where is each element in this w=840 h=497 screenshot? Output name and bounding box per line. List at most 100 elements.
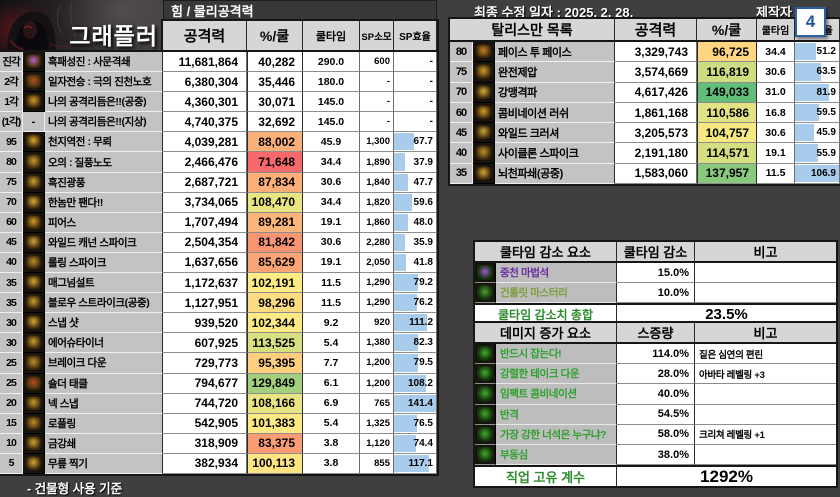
- skill-name-cell[interactable]: 숄더 태클: [45, 373, 163, 394]
- skill-name-cell[interactable]: 흑패성진 : 사문격쇄: [45, 52, 163, 73]
- percool-value-cell[interactable]: 108,470: [247, 192, 303, 213]
- skill-name-cell[interactable]: 나의 공격리듬은!!(지상): [45, 112, 163, 133]
- cooldown-value-cell[interactable]: 34.4: [303, 152, 360, 173]
- attack-value-cell[interactable]: 4,039,281: [163, 132, 247, 153]
- cooldown-value-cell[interactable]: 11.5: [303, 293, 360, 314]
- skill-level-cell[interactable]: 10: [0, 433, 23, 454]
- skill-icon[interactable]: [473, 163, 495, 185]
- header-percool[interactable]: %/쿨: [697, 19, 757, 42]
- factor-name-cell[interactable]: 중천 마법석: [496, 263, 617, 284]
- factor-note-cell[interactable]: [695, 283, 836, 304]
- factor-value-cell[interactable]: 28.0%: [617, 364, 695, 385]
- skill-name-cell[interactable]: 천지역전 : 무뢰: [45, 132, 163, 153]
- cooldown-value-cell[interactable]: 5.4: [303, 413, 360, 434]
- header-note[interactable]: 비고: [695, 323, 836, 344]
- percool-value-cell[interactable]: 71,648: [247, 152, 303, 173]
- skill-icon[interactable]: [23, 313, 45, 334]
- percool-value-cell[interactable]: 40,282: [247, 52, 303, 73]
- attack-value-cell[interactable]: 4,740,375: [163, 112, 247, 133]
- skill-icon[interactable]: [23, 192, 45, 213]
- attack-value-cell[interactable]: 382,934: [163, 453, 247, 474]
- factor-icon[interactable]: [475, 283, 496, 304]
- percool-value-cell[interactable]: 81,842: [247, 232, 303, 253]
- skill-level-cell[interactable]: 35: [450, 163, 473, 185]
- attack-value-cell[interactable]: 4,617,426: [615, 82, 697, 103]
- attack-value-cell[interactable]: 939,520: [163, 313, 247, 334]
- skill-name-cell[interactable]: 에어슈타이너: [45, 333, 163, 354]
- skill-level-cell[interactable]: 25: [0, 353, 23, 374]
- skill-level-cell[interactable]: 75: [450, 62, 473, 83]
- skill-icon[interactable]: [23, 353, 45, 374]
- skill-name-cell[interactable]: 피어스: [45, 212, 163, 233]
- attack-value-cell[interactable]: 11,681,864: [163, 52, 247, 73]
- attack-value-cell[interactable]: 744,720: [163, 393, 247, 414]
- attack-value-cell[interactable]: 2,466,476: [163, 152, 247, 173]
- attack-value-cell[interactable]: 3,734,065: [163, 192, 247, 213]
- skill-level-cell[interactable]: (1각): [0, 112, 23, 133]
- cooldown-value-cell[interactable]: 31.0: [757, 82, 795, 103]
- skill-level-cell[interactable]: 75: [0, 172, 23, 193]
- skill-icon[interactable]: [23, 252, 45, 274]
- attack-value-cell[interactable]: 6,380,304: [163, 72, 247, 93]
- percool-value-cell[interactable]: 110,586: [697, 102, 757, 124]
- attack-value-cell[interactable]: 607,925: [163, 333, 247, 354]
- cooldown-value-cell[interactable]: 290.0: [303, 52, 360, 73]
- percool-value-cell[interactable]: 104,757: [697, 123, 757, 144]
- sp-efficiency-cell[interactable]: 41.8: [394, 252, 437, 274]
- factor-icon[interactable]: [475, 263, 496, 284]
- sp-efficiency-cell[interactable]: 59.5: [795, 102, 840, 124]
- cooldown-value-cell[interactable]: 3.8: [303, 433, 360, 454]
- percool-value-cell[interactable]: 98,296: [247, 293, 303, 314]
- skill-icon[interactable]: [23, 92, 45, 113]
- sp-efficiency-cell[interactable]: 141.4: [394, 393, 437, 414]
- sp-cost-cell[interactable]: 1,200: [360, 353, 394, 374]
- header-skill-increase[interactable]: 스증량: [617, 323, 695, 344]
- skill-level-cell[interactable]: 45: [0, 232, 23, 253]
- skill-icon[interactable]: [23, 393, 45, 414]
- skill-icon[interactable]: [23, 72, 45, 93]
- attack-value-cell[interactable]: 1,861,168: [615, 102, 697, 124]
- cooldown-value-cell[interactable]: 30.6: [757, 62, 795, 83]
- skill-icon[interactable]: [23, 293, 45, 314]
- sp-cost-cell[interactable]: 1,890: [360, 152, 394, 173]
- cooldown-value-cell[interactable]: 145.0: [303, 92, 360, 113]
- sp-cost-cell[interactable]: 1,325: [360, 413, 394, 434]
- sp-efficiency-cell[interactable]: 79.2: [394, 273, 437, 294]
- percool-value-cell[interactable]: 96,725: [697, 42, 757, 63]
- sp-efficiency-cell[interactable]: -: [394, 72, 437, 93]
- skill-name-cell[interactable]: 오의 : 질풍노도: [45, 152, 163, 173]
- sp-cost-cell[interactable]: 1,120: [360, 433, 394, 454]
- skill-level-cell[interactable]: 70: [450, 82, 473, 103]
- sp-cost-cell[interactable]: 1,200: [360, 373, 394, 394]
- cooldown-value-cell[interactable]: 19.1: [303, 212, 360, 233]
- skill-name-cell[interactable]: 강맹격파: [495, 82, 615, 103]
- sp-efficiency-cell[interactable]: 47.7: [394, 172, 437, 193]
- percool-value-cell[interactable]: 114,571: [697, 143, 757, 164]
- factor-name-cell[interactable]: 부동심: [496, 444, 617, 466]
- attack-value-cell[interactable]: 3,205,573: [615, 123, 697, 144]
- header-damage-factor[interactable]: 데미지 증가 요소: [475, 323, 617, 344]
- page-number-badge[interactable]: 4: [795, 7, 826, 37]
- sp-efficiency-cell[interactable]: 111.2: [394, 313, 437, 334]
- sp-efficiency-cell[interactable]: -: [394, 112, 437, 133]
- attack-value-cell[interactable]: 1,583,060: [615, 163, 697, 185]
- percool-value-cell[interactable]: 101,383: [247, 413, 303, 434]
- attack-value-cell[interactable]: 4,360,301: [163, 92, 247, 113]
- skill-icon[interactable]: [23, 212, 45, 233]
- factor-note-cell[interactable]: [695, 384, 836, 405]
- skill-icon[interactable]: [23, 333, 45, 354]
- sp-efficiency-cell[interactable]: 35.9: [394, 232, 437, 253]
- skill-name-cell[interactable]: 페이스 투 페이스: [495, 42, 615, 63]
- skill-level-cell[interactable]: 40: [450, 143, 473, 164]
- factor-value-cell[interactable]: 54.5%: [617, 404, 695, 425]
- cooldown-value-cell[interactable]: 19.1: [303, 252, 360, 274]
- factor-icon[interactable]: [475, 344, 496, 365]
- skill-name-cell[interactable]: 흑진광풍: [45, 172, 163, 193]
- skill-name-cell[interactable]: 완전제압: [495, 62, 615, 83]
- cooldown-value-cell[interactable]: 34.4: [303, 192, 360, 213]
- attack-value-cell[interactable]: 1,127,951: [163, 293, 247, 314]
- attack-value-cell[interactable]: 542,905: [163, 413, 247, 434]
- attack-value-cell[interactable]: 3,574,669: [615, 62, 697, 83]
- skill-name-cell[interactable]: 뇌천파쇄(공중): [495, 163, 615, 185]
- skill-icon[interactable]: [23, 132, 45, 153]
